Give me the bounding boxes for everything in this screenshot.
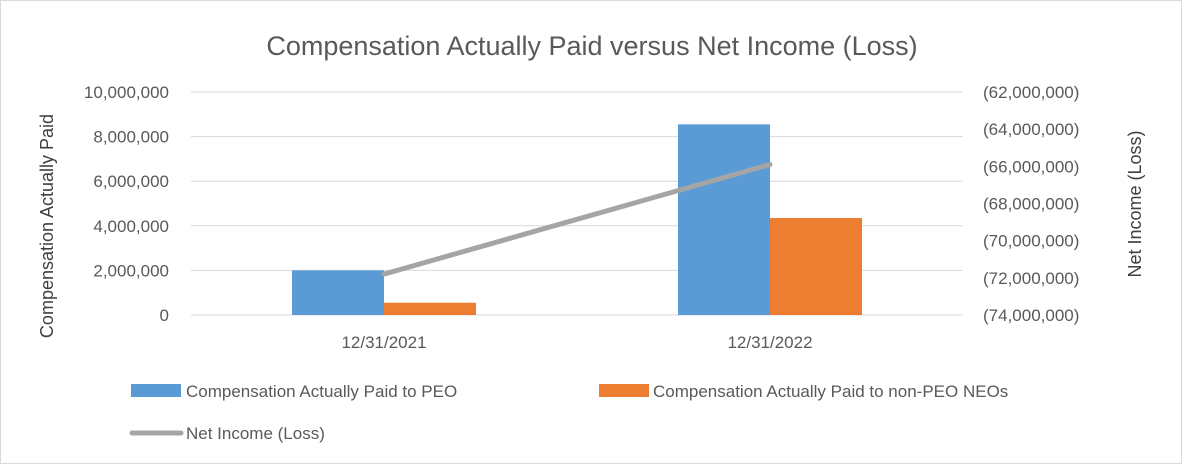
y2-tick-label: (68,000,000): [983, 195, 1079, 214]
y-tick-label: 6,000,000: [93, 172, 169, 191]
legend-swatch-peo: [131, 384, 181, 397]
legend-swatch-non-peo: [599, 384, 649, 397]
bar: [292, 270, 384, 315]
y-tick-label: 8,000,000: [93, 128, 169, 147]
legend-label-peo: Compensation Actually Paid to PEO: [186, 382, 457, 401]
category-labels: 12/31/2021 12/31/2022: [341, 333, 812, 352]
legend: Compensation Actually Paid to PEO Compens…: [129, 382, 1008, 443]
bars: [292, 124, 862, 316]
chart-title: Compensation Actually Paid versus Net In…: [266, 31, 917, 61]
y2-tick-label: (70,000,000): [983, 232, 1079, 251]
x-tick-label: 12/31/2022: [727, 333, 812, 352]
line-series-net-income: [381, 161, 773, 277]
y2-tick-label: (64,000,000): [983, 120, 1079, 139]
y2-tick-label: (74,000,000): [983, 306, 1079, 325]
y2-tick-label: (66,000,000): [983, 157, 1079, 176]
bar: [770, 217, 862, 315]
bar: [384, 302, 476, 315]
y-tick-label: 10,000,000: [84, 83, 169, 102]
y2-tick-label: (72,000,000): [983, 269, 1079, 288]
left-axis-ticks: 0 2,000,000 4,000,000 6,000,000 8,000,000 10,…: [84, 83, 169, 325]
y-axis-title: Compensation Actually Paid: [37, 114, 57, 338]
line-series: [381, 161, 773, 277]
legend-label-non-peo: Compensation Actually Paid to non-PEO NE…: [653, 382, 1008, 401]
bar: [678, 124, 770, 316]
y2-axis-title: Net Income (Loss): [1125, 130, 1145, 277]
y-tick-label: 0: [160, 306, 169, 325]
y-tick-label: 4,000,000: [93, 217, 169, 236]
y-tick-label: 2,000,000: [93, 261, 169, 280]
right-axis-ticks: (74,000,000) (72,000,000) (70,000,000) (68,…: [983, 83, 1079, 325]
y2-tick-label: (62,000,000): [983, 83, 1079, 102]
legend-label-net-income: Net Income (Loss): [186, 424, 325, 443]
x-tick-label: 12/31/2021: [341, 333, 426, 352]
